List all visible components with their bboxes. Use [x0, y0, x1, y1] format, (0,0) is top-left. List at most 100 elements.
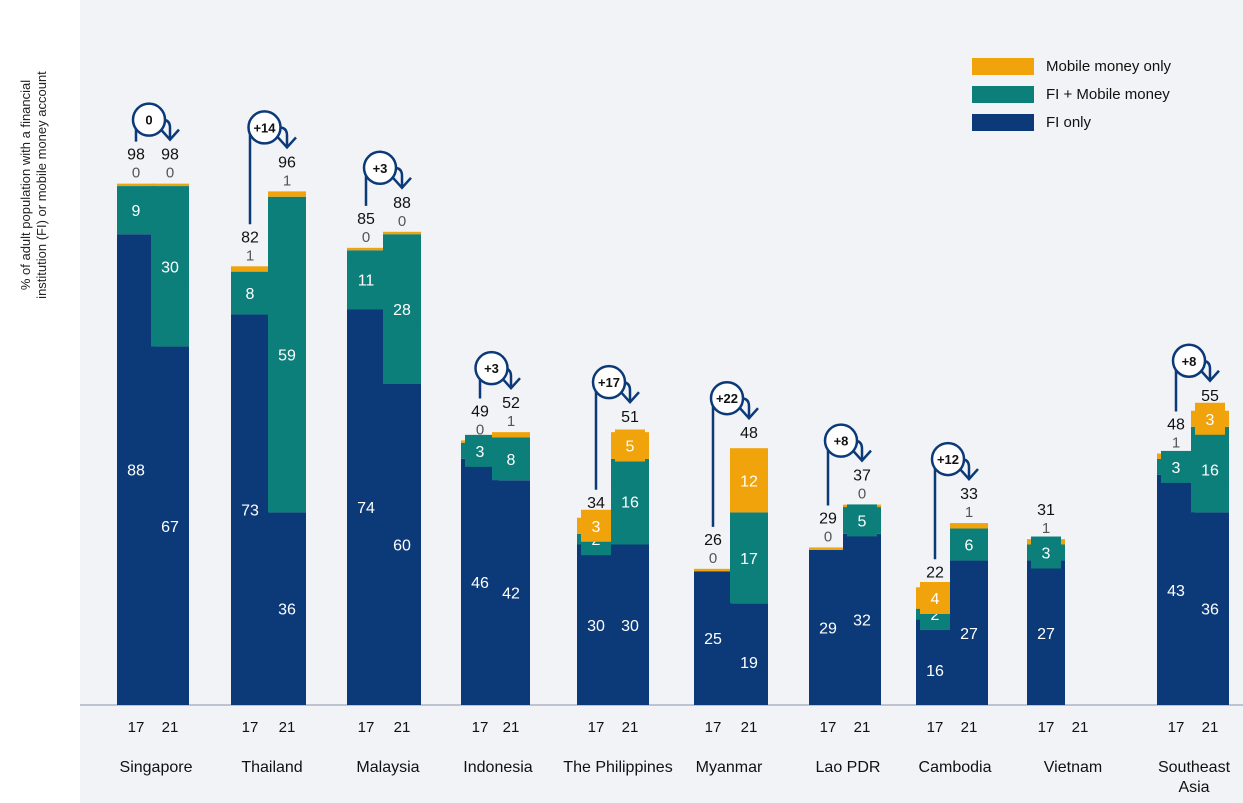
mobile-only-value-g3-b1: 1	[507, 413, 515, 430]
fi-only-value-g9-b0-label: 43	[1167, 583, 1185, 600]
total-value-g6-b0: 29	[819, 510, 837, 527]
bar-mobile-only-g5-b0	[694, 568, 732, 572]
year-tick-label: 21	[961, 719, 978, 736]
mobile-only-value-g7-b0-label: 4	[931, 591, 940, 608]
fi-mobile-value-g0-b0-label: 9	[132, 203, 141, 220]
fi-mobile-value-g7-b1-label: 6	[965, 538, 974, 555]
legend-label-fi-only: FI only	[1046, 113, 1092, 131]
mobile-only-value-g9-b1-label-box	[1195, 402, 1225, 435]
fi-mobile-value-g2-b0-label-box	[350, 263, 382, 296]
bar-mobile-only-g7-b1	[950, 523, 988, 529]
mobile-only-value-g7-b1: 1	[965, 504, 973, 521]
fi-only-value-g6-b1-label-box	[846, 603, 878, 636]
fi-only-value-g6-b1-label: 32	[853, 612, 871, 629]
legend: Mobile money only FI + Mobile money FI o…	[972, 52, 1171, 136]
bar-mobile-only-g2-b0	[347, 247, 385, 251]
year-tick-label: 17	[242, 719, 259, 736]
year-tick-label: 17	[705, 719, 722, 736]
total-value-g7-b0: 22	[926, 564, 944, 581]
change-badge-0	[131, 102, 167, 137]
change-arrowhead-2	[392, 176, 412, 190]
year-tick-label: 17	[472, 719, 489, 736]
total-value-g9-b0: 48	[1167, 417, 1185, 434]
fi-only-value-g1-b0-label: 73	[241, 503, 259, 520]
fi-only-value-g7-b0-label-box	[919, 654, 951, 687]
mobile-only-value-g4-b1-label-box	[615, 429, 645, 462]
year-tick-label: 21	[622, 719, 639, 736]
change-value-6: +8	[834, 434, 849, 449]
fi-mobile-value-g1-b1-label-box	[271, 338, 303, 371]
year-tick-label: 21	[854, 719, 871, 736]
fi-only-value-g9-b1-label: 36	[1201, 602, 1219, 619]
change-badge-6	[823, 423, 859, 458]
mobile-only-value-g5-b1-label: 12	[740, 473, 758, 490]
mobile-only-value-g6-b1: 0	[858, 486, 866, 503]
country-label-0: Singapore	[120, 759, 193, 776]
mobile-only-value-g1-b0: 1	[246, 247, 254, 264]
total-value-g5-b1: 48	[740, 425, 758, 442]
bar-mobile-only-g3-b1	[492, 432, 530, 438]
fi-only-value-g2-b1-label-box	[386, 528, 418, 561]
fi-mobile-value-g3-b1-label: 8	[507, 452, 516, 469]
legend-swatch-fi-mobile-money	[972, 85, 1034, 103]
mobile-only-value-g2-b0: 0	[362, 229, 370, 246]
fi-mobile-value-g0-b1-label: 30	[161, 259, 179, 276]
year-tick-label: 17	[820, 719, 837, 736]
change-badge-7	[930, 441, 966, 477]
legend-swatch-fi-only	[972, 113, 1034, 131]
fi-mobile-value-g8-b0-label-box	[1031, 536, 1061, 569]
change-arrowhead-7	[959, 468, 979, 481]
year-tick-label: 17	[927, 719, 944, 736]
mobile-only-value-g5-b1-label-box	[733, 464, 765, 497]
fi-mobile-value-g4-b1-label-box	[614, 485, 646, 518]
fi-only-value-g7-b1-label-box	[953, 616, 985, 649]
fi-mobile-value-g5-b1-label-box	[733, 541, 765, 574]
legend-item-mobile-money-only: Mobile money only	[972, 52, 1171, 80]
year-tick-label: 17	[358, 719, 375, 736]
change-arrowhead-1	[277, 136, 297, 150]
change-arrowhead-0	[160, 128, 180, 142]
year-tick-label: 21	[1072, 719, 1089, 736]
fi-mobile-value-g9-b1-label: 16	[1201, 463, 1219, 480]
year-tick-label: 21	[1202, 719, 1219, 736]
country-label-7: Cambodia	[919, 759, 992, 776]
fi-only-value-g4-b0-label-box	[580, 608, 612, 641]
mobile-only-value-g0-b0: 0	[132, 165, 140, 182]
bar-mobile-only-g0-b1	[151, 183, 189, 187]
change-arrowhead-9	[1200, 369, 1220, 383]
total-value-g1-b1: 96	[278, 154, 296, 171]
change-value-7: +12	[937, 452, 959, 467]
mobile-only-value-g4-b1-label: 5	[626, 439, 635, 456]
fi-only-value-g2-b0-label: 74	[357, 500, 375, 517]
mobile-only-value-g6-b0: 0	[824, 528, 832, 545]
fi-only-value-g0-b0-label: 88	[127, 463, 145, 480]
fi-only-value-g3-b1-label: 42	[502, 586, 520, 603]
total-value-g4-b1: 51	[621, 409, 639, 426]
year-tick-label: 21	[394, 719, 411, 736]
fi-mobile-value-g8-b0-label: 3	[1042, 546, 1051, 563]
mobile-only-value-g9-b1-label: 3	[1206, 412, 1215, 429]
mobile-only-value-g7-b0-label-box	[920, 582, 950, 614]
year-tick-label: 21	[162, 719, 179, 736]
fi-mobile-value-g7-b0-label: 2	[931, 607, 940, 624]
fi-only-value-g3-b0-label-box	[464, 565, 496, 598]
country-label-6: Lao PDR	[816, 759, 881, 776]
fi-mobile-value-g9-b0-label-box	[1161, 450, 1191, 483]
fi-mobile-value-g2-b1-label: 28	[393, 302, 411, 319]
change-arrowhead-5	[739, 407, 759, 421]
legend-item-fi-mobile-money: FI + Mobile money	[972, 80, 1171, 108]
bar-mobile-only-g2-b1	[383, 231, 421, 235]
fi-only-value-g7-b1-label: 27	[960, 626, 978, 643]
change-value-0: 0	[145, 113, 152, 128]
change-badge-2	[362, 150, 398, 186]
fi-only-value-g2-b1-label: 60	[393, 538, 411, 555]
change-badge-3	[474, 350, 509, 386]
country-label-4: The Philippines	[563, 759, 672, 776]
fi-only-value-g8-b0-label: 27	[1037, 626, 1055, 643]
total-value-g0-b1: 98	[161, 147, 179, 164]
bar-mobile-only-g0-b0	[117, 183, 155, 187]
fi-only-value-g3-b0-label: 46	[471, 575, 489, 592]
change-arrowhead-4	[620, 391, 640, 405]
fi-only-value-g1-b1-label-box	[271, 592, 303, 625]
